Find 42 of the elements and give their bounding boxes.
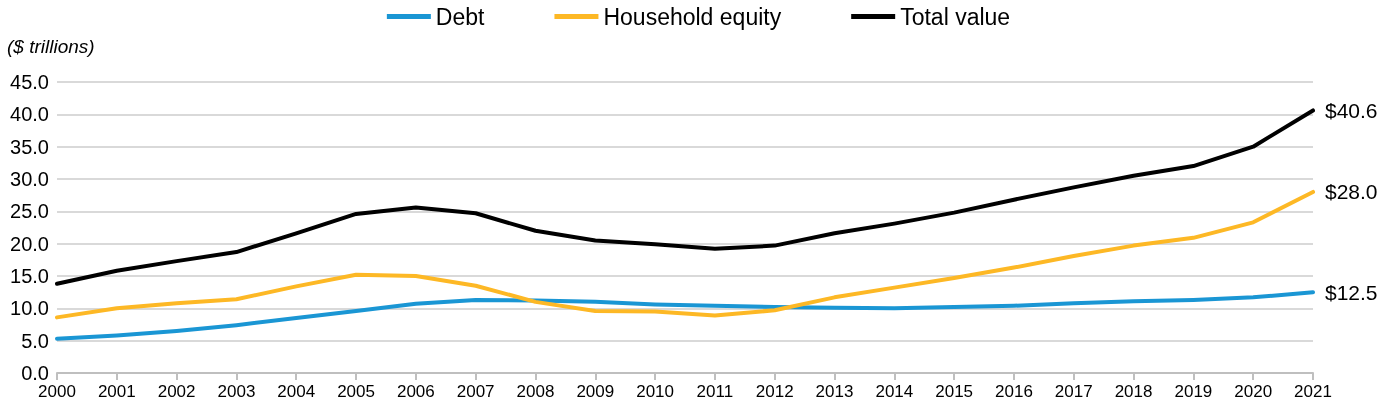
x-tick-label: 2015 bbox=[935, 382, 974, 401]
data-label: $12.5 bbox=[1325, 280, 1378, 304]
y-tick-label: 30.0 bbox=[10, 168, 49, 190]
x-tick-label: 2017 bbox=[1054, 382, 1093, 401]
legend-label: Total value bbox=[900, 3, 1011, 30]
y-tick-label: 45.0 bbox=[10, 71, 49, 93]
x-tick-label: 2021 bbox=[1294, 382, 1332, 401]
y-tick-label: 5.0 bbox=[21, 329, 49, 352]
data-label: $40.6 bbox=[1325, 98, 1378, 122]
x-tick-label: 2000 bbox=[38, 382, 76, 401]
x-tick-label: 2001 bbox=[97, 382, 136, 401]
x-tick-label: 2007 bbox=[456, 382, 495, 401]
x-tick-label: 2014 bbox=[875, 382, 914, 401]
y-tick-label: 25.0 bbox=[10, 200, 49, 223]
x-tick-label: 2013 bbox=[815, 382, 854, 401]
data-label: $28.0 bbox=[1325, 180, 1378, 204]
y-tick-label: 0.0 bbox=[21, 362, 49, 384]
legend-label: Household equity bbox=[603, 3, 782, 30]
x-tick-label: 2005 bbox=[337, 382, 375, 401]
x-tick-label: 2006 bbox=[396, 382, 435, 401]
x-tick-label: 2008 bbox=[516, 382, 555, 401]
x-tick-label: 2016 bbox=[995, 382, 1033, 401]
x-tick-label: 2011 bbox=[696, 382, 734, 401]
x-tick-label: 2010 bbox=[636, 382, 675, 401]
x-tick-label: 2003 bbox=[217, 382, 256, 401]
y-tick-label: 20.0 bbox=[10, 232, 49, 255]
line-series bbox=[55, 189, 1315, 320]
y-axis-title: ($ trillions) bbox=[7, 36, 95, 57]
y-tick-label: 35.0 bbox=[10, 135, 49, 158]
legend-label: Debt bbox=[435, 3, 486, 30]
x-tick-label: 2012 bbox=[755, 382, 794, 401]
line-series bbox=[55, 290, 1315, 341]
x-tick-label: 2018 bbox=[1114, 382, 1153, 401]
x-tick-label: 2002 bbox=[157, 382, 196, 401]
y-tick-label: 10.0 bbox=[10, 297, 49, 320]
x-tick-label: 2019 bbox=[1174, 382, 1213, 401]
x-tick-label: 2004 bbox=[277, 382, 316, 401]
x-tick-label: 2009 bbox=[576, 382, 615, 401]
y-tick-label: 40.0 bbox=[10, 103, 49, 126]
line-series bbox=[55, 108, 1315, 286]
x-tick-label: 2020 bbox=[1234, 382, 1273, 401]
y-tick-label: 15.0 bbox=[10, 265, 49, 287]
